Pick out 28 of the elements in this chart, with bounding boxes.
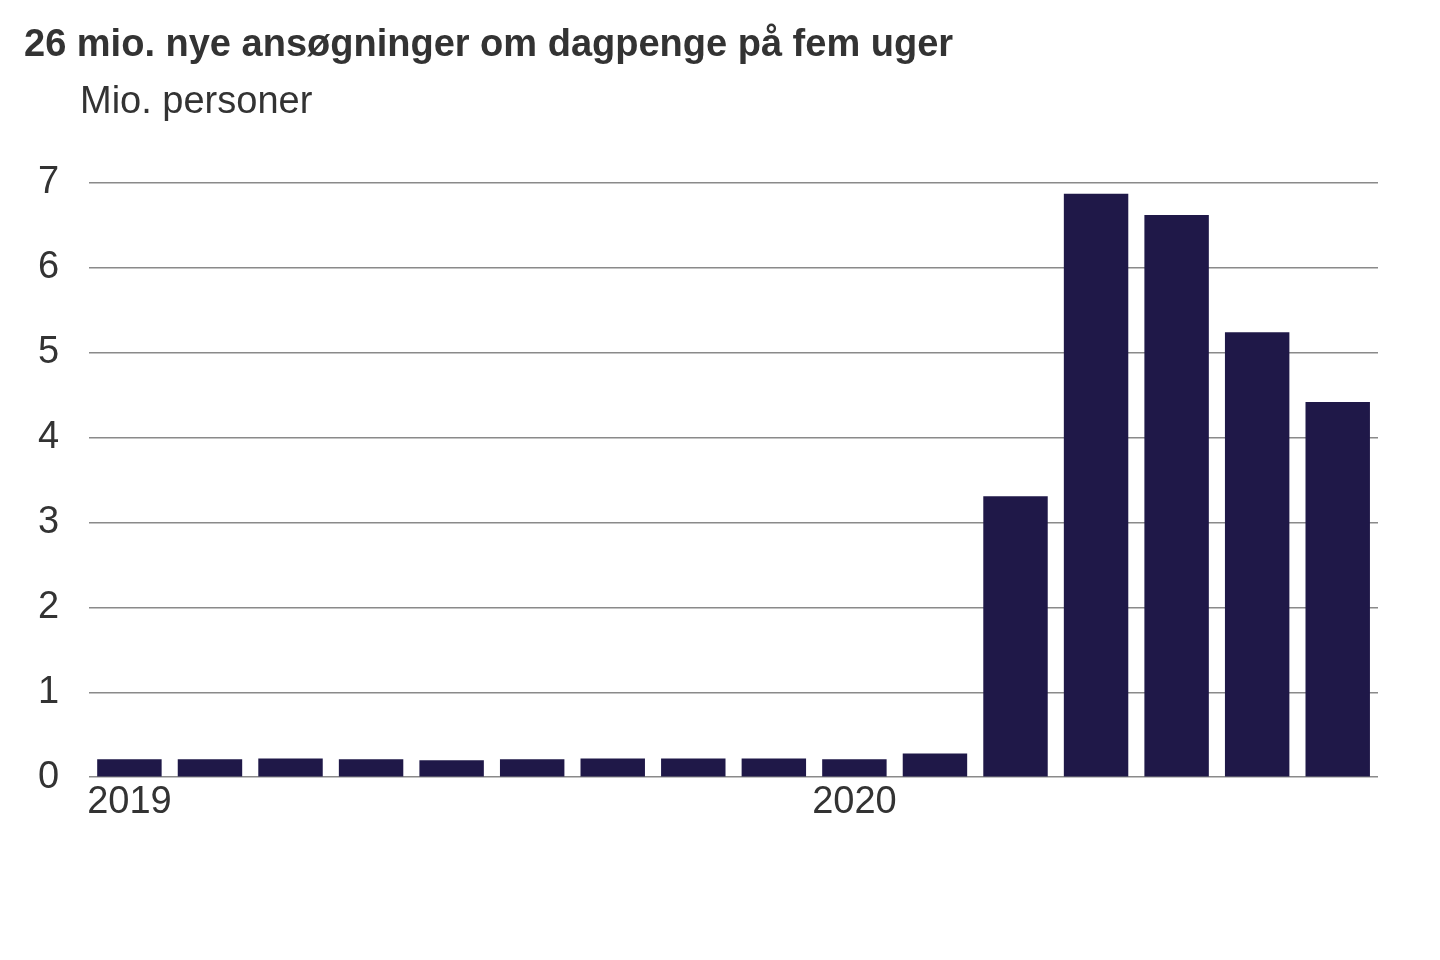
- bar: [902, 753, 968, 777]
- y-tick-label: 5: [37, 329, 60, 372]
- y-tick-label: 1: [37, 668, 60, 711]
- bar: [741, 758, 807, 777]
- chart-title: 26 mio. nye ansøgninger om dagpenge på fem uger: [24, 22, 955, 65]
- bar: [1305, 401, 1370, 777]
- y-tick-label: 0: [37, 753, 60, 796]
- y-tick-label: 6: [37, 244, 60, 287]
- y-tick-label: 4: [37, 414, 60, 457]
- x-tick-label: 2019: [87, 779, 172, 822]
- bar: [580, 758, 645, 777]
- bar: [499, 759, 565, 777]
- bar: [661, 758, 726, 777]
- bar: [97, 759, 162, 777]
- bar: [419, 760, 484, 777]
- bar: [1224, 332, 1290, 777]
- bar: [1144, 215, 1209, 777]
- x-tick-label: 2020: [812, 779, 897, 822]
- bar: [177, 759, 243, 777]
- bar: [822, 759, 887, 777]
- y-tick-label: 7: [37, 159, 60, 202]
- bar: [338, 759, 404, 777]
- y-tick-label: 3: [37, 498, 60, 541]
- bar: [1063, 193, 1129, 777]
- bar: [983, 496, 1048, 777]
- y-tick-label: 2: [37, 583, 60, 626]
- y-axis-title: Mio. personer: [80, 79, 314, 122]
- bar: [258, 758, 323, 777]
